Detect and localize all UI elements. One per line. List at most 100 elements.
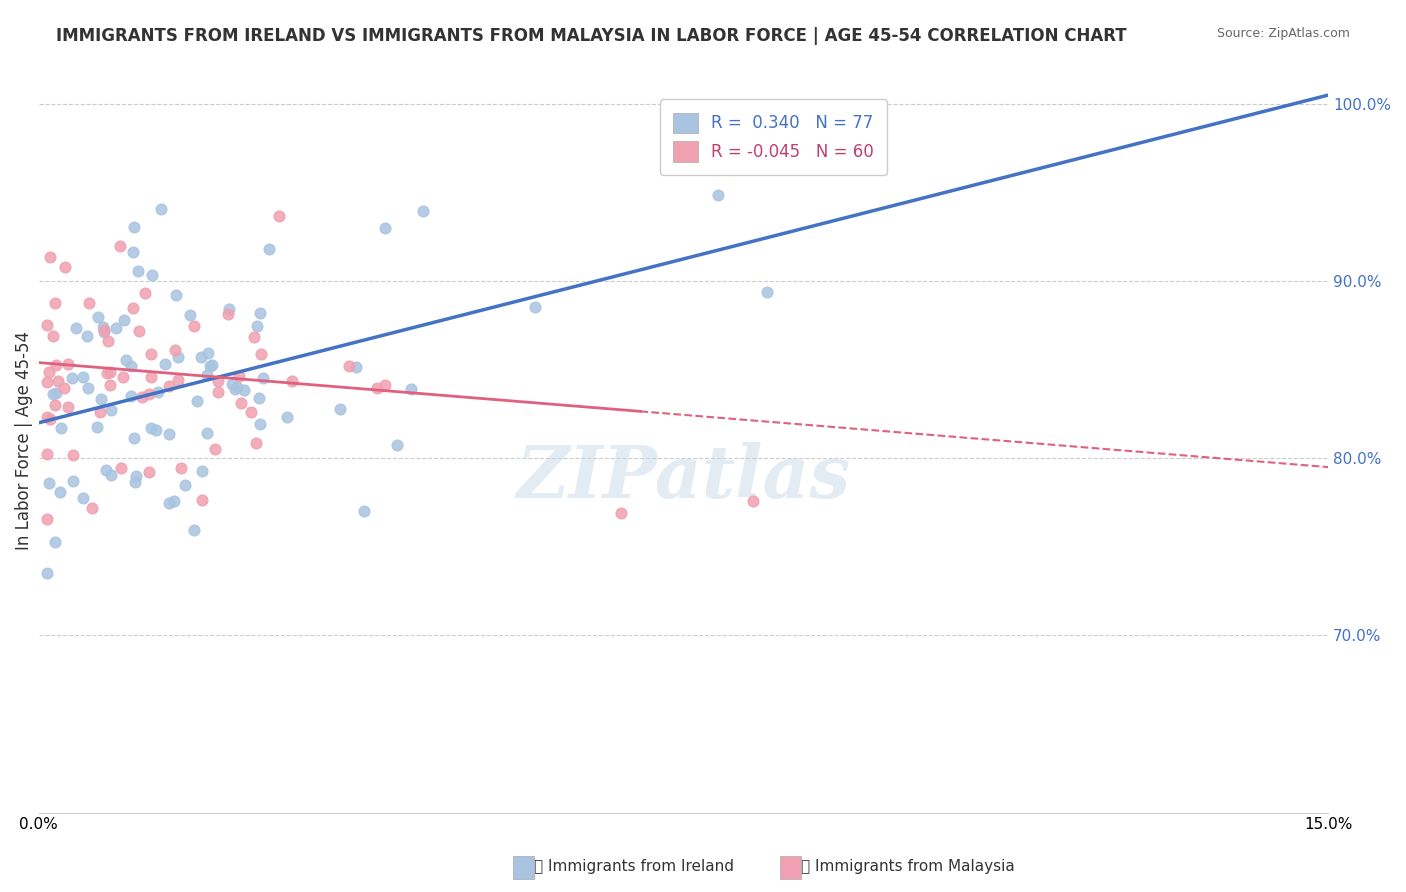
Point (195, 426, 218, 441)
Point (122, 220, 145, 235)
Point (170, 461, 193, 475)
Point (246, 318, 269, 333)
Point (49, 421, 72, 435)
Point (167, 351, 190, 365)
Point (138, 465, 160, 479)
Point (72, 369, 94, 384)
Point (90, 392, 112, 406)
Point (128, 325, 150, 339)
Point (45, 358, 67, 372)
Point (240, 405, 263, 419)
Point (38, 475, 60, 490)
Point (157, 427, 180, 442)
Point (207, 374, 229, 388)
Point (53, 381, 76, 395)
Point (131, 390, 153, 404)
Point (112, 313, 135, 327)
Point (344, 359, 367, 374)
Point (138, 387, 160, 401)
Point (45, 385, 67, 400)
Point (127, 264, 149, 278)
Point (366, 381, 388, 395)
Point (218, 301, 240, 316)
Point (165, 288, 187, 302)
Point (243, 330, 266, 344)
Point (276, 409, 298, 424)
Point (280, 374, 302, 388)
Point (93, 325, 115, 339)
Point (148, 384, 170, 399)
Point (231, 396, 253, 410)
Point (228, 368, 250, 383)
Point (38, 412, 60, 426)
Point (125, 468, 148, 483)
Point (62, 449, 84, 463)
Point (198, 359, 221, 373)
Point (145, 423, 167, 437)
Point (96, 367, 118, 381)
Point (153, 357, 176, 371)
Point (77, 381, 100, 395)
Point (104, 321, 127, 335)
Point (163, 494, 186, 508)
Point (134, 285, 156, 300)
Point (121, 301, 143, 315)
Point (249, 417, 271, 432)
Point (65, 321, 87, 335)
Point (165, 343, 187, 358)
Point (44, 535, 66, 549)
Point (44, 398, 66, 412)
Point (98, 364, 121, 378)
Point (120, 359, 142, 373)
Point (141, 421, 163, 435)
Legend: R =  0.340   N = 77, R = -0.045   N = 60: R = 0.340 N = 77, R = -0.045 N = 60 (659, 99, 887, 175)
Point (179, 309, 201, 323)
Point (183, 524, 205, 538)
Point (141, 268, 163, 282)
Point (249, 306, 271, 320)
Point (756, 285, 779, 300)
Point (42, 387, 65, 401)
Point (139, 347, 162, 361)
Point (37, 318, 59, 332)
Point (93, 323, 115, 337)
Point (141, 370, 163, 384)
Point (252, 371, 274, 385)
Point (197, 345, 219, 359)
Point (41, 329, 63, 343)
Point (245, 436, 267, 450)
Point (742, 494, 765, 508)
Y-axis label: In Labor Force | Age 45-54: In Labor Force | Age 45-54 (15, 331, 32, 550)
Point (38, 365, 60, 379)
Point (108, 239, 131, 253)
Point (62, 474, 84, 488)
Text: ZIPatlas: ZIPatlas (516, 442, 851, 513)
Point (53, 260, 76, 275)
Point (190, 464, 212, 478)
Point (353, 504, 375, 518)
Point (207, 384, 229, 399)
Point (76, 328, 98, 343)
Point (122, 244, 145, 259)
Point (157, 496, 180, 510)
Point (112, 370, 135, 384)
Point (37, 447, 59, 461)
Point (97, 334, 120, 348)
Point (39, 250, 62, 264)
Point (120, 389, 142, 403)
Point (100, 402, 122, 417)
Point (374, 377, 396, 392)
Point (190, 350, 212, 364)
Point (94, 463, 117, 477)
Point (374, 221, 396, 235)
Point (122, 431, 145, 445)
Point (186, 394, 208, 409)
Point (232, 383, 254, 397)
Point (190, 492, 212, 507)
Point (91, 319, 114, 334)
Point (183, 319, 205, 334)
Point (56, 400, 79, 414)
Point (37, 375, 59, 389)
Point (329, 401, 352, 416)
Point (46, 375, 69, 389)
